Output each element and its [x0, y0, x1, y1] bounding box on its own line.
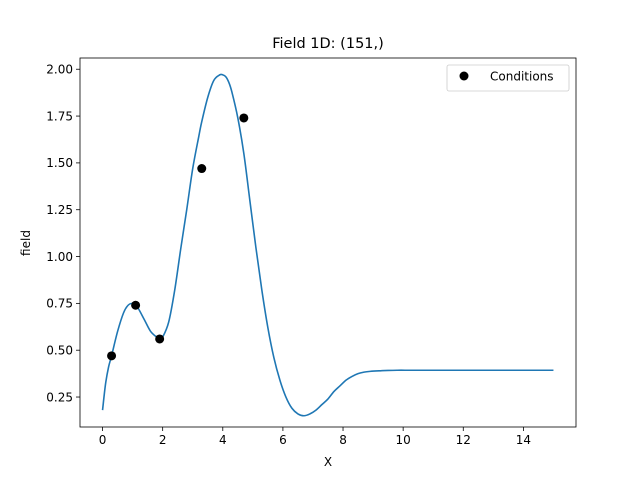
x-tick-label: 2 [159, 433, 167, 447]
y-tick-label: 0.50 [46, 344, 73, 358]
legend: Conditions [446, 64, 570, 92]
x-tick-label: 4 [219, 433, 227, 447]
condition-point [131, 300, 141, 310]
x-axis-label: X [324, 455, 332, 469]
chart-title: Field 1D: (151,) [272, 36, 384, 52]
field-line [101, 73, 554, 417]
x-tick-label: 10 [396, 433, 411, 447]
x-tick-label: 14 [516, 433, 531, 447]
y-tick-label: 2.00 [46, 63, 73, 77]
legend-box [446, 64, 570, 92]
plot-area: 0 2 4 6 8 10 12 14 0.25 0.50 0.75 1.00 1.25 1.50 1.75 2… [46, 63, 554, 447]
axes-frame [79, 57, 577, 428]
y-tick-label: 1.00 [46, 250, 73, 264]
x-tick-label: 6 [279, 433, 287, 447]
condition-point [239, 113, 249, 123]
y-tick-label: 1.50 [46, 156, 73, 170]
y-axis-label: field [19, 230, 33, 256]
x-tick-label: 8 [339, 433, 347, 447]
y-tick-label: 0.25 [46, 390, 73, 404]
condition-point [107, 351, 117, 361]
y-tick-label: 1.25 [46, 203, 73, 217]
legend-label-conditions: Conditions [490, 70, 554, 84]
legend-marker [459, 71, 469, 81]
x-tick-label: 12 [456, 433, 471, 447]
condition-point [197, 164, 207, 174]
y-tick-label: 0.75 [46, 297, 73, 311]
condition-point [155, 334, 165, 344]
y-tick-label: 1.75 [46, 109, 73, 123]
x-tick-label: 0 [99, 433, 107, 447]
